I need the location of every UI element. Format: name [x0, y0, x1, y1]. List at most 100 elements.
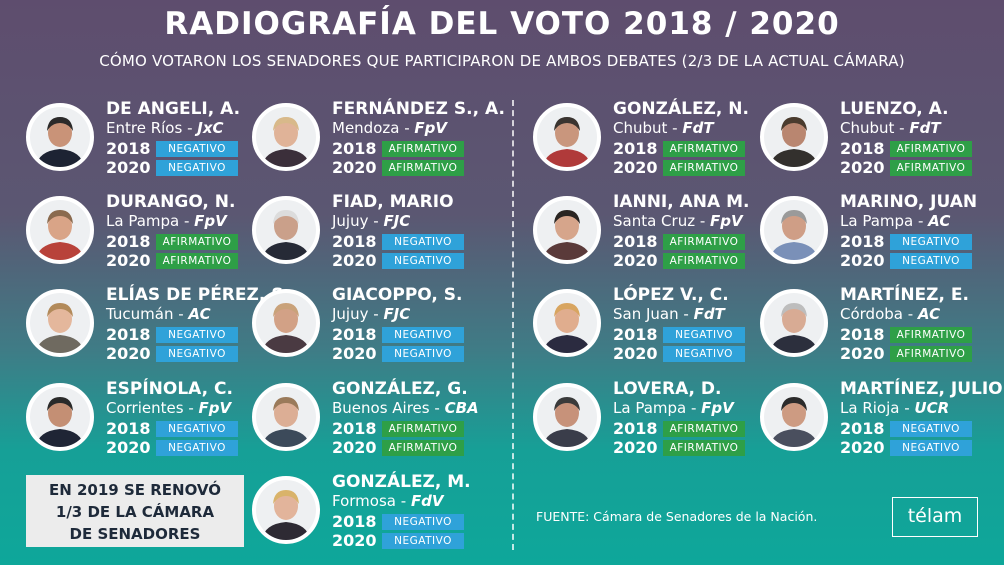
vote-badge: AFIRMATIVO	[663, 141, 745, 157]
senator-portrait-icon	[30, 387, 90, 447]
renewal-note-line: EN 2019 SE RENOVÓ	[48, 481, 222, 499]
vote-badge: AFIRMATIVO	[663, 234, 745, 250]
senator-affiliation: Mendoza - FpV	[332, 119, 447, 137]
senator-party: AC	[188, 305, 211, 323]
senator-affiliation: Tucumán - AC	[106, 305, 211, 323]
vote-badge: NEGATIVO	[890, 421, 972, 437]
vote-badge: NEGATIVO	[382, 253, 464, 269]
affiliation-separator: -	[179, 212, 195, 230]
senator-portrait-icon	[764, 107, 824, 167]
year-label: 2020	[613, 251, 658, 270]
vote-badge: NEGATIVO	[663, 327, 745, 343]
vote-badge: AFIRMATIVO	[382, 160, 464, 176]
year-label: 2018	[332, 139, 377, 158]
senator-party: FpV	[194, 212, 227, 230]
senator-name: DE ANGELI, A.	[106, 99, 241, 119]
senator-province: Tucumán	[106, 305, 174, 323]
vote-badge: NEGATIVO	[382, 533, 464, 549]
vote-badge: AFIRMATIVO	[382, 440, 464, 456]
senator-province: San Juan	[613, 305, 679, 323]
senator-affiliation: Formosa - FdV	[332, 492, 444, 510]
year-label: 2020	[613, 438, 658, 457]
vote-badge: NEGATIVO	[156, 346, 238, 362]
affiliation-separator: -	[395, 492, 411, 510]
senator-photo	[26, 289, 94, 357]
vote-badge: AFIRMATIVO	[890, 160, 972, 176]
senator-portrait-icon	[256, 293, 316, 353]
affiliation-separator: -	[399, 119, 415, 137]
senator-affiliation: Corrientes - FpV	[106, 399, 231, 417]
senator-portrait-icon	[764, 200, 824, 260]
year-label: 2018	[332, 512, 377, 531]
renewal-note-box: EN 2019 SE RENOVÓ 1/3 DE LA CÁMARA DE SE…	[26, 475, 244, 547]
senator-name: LUENZO, A.	[840, 99, 949, 119]
senator-party: FpV	[710, 212, 743, 230]
senator-province: Corrientes	[106, 399, 184, 417]
year-label: 2018	[840, 139, 885, 158]
senator-card: ESPÍNOLA, C. Corrientes - FpV 2018 NEGATIVO…	[26, 380, 251, 460]
year-label: 2018	[613, 419, 658, 438]
year-label: 2018	[613, 139, 658, 158]
senator-name: GONZÁLEZ, N.	[613, 99, 749, 119]
year-label: 2020	[840, 251, 885, 270]
vote-badge: NEGATIVO	[156, 421, 238, 437]
year-label: 2020	[840, 438, 885, 457]
senator-province: La Pampa	[106, 212, 180, 230]
year-label: 2020	[332, 251, 377, 270]
senator-affiliation: La Pampa - FpV	[106, 212, 227, 230]
senator-name: LÓPEZ V., C.	[613, 285, 729, 305]
vote-badge: NEGATIVO	[890, 234, 972, 250]
senator-province: Jujuy	[332, 305, 369, 323]
vote-badge: AFIRMATIVO	[663, 421, 745, 437]
senator-affiliation: San Juan - FdT	[613, 305, 725, 323]
senator-party: CBA	[444, 399, 479, 417]
senator-card: FERNÁNDEZ S., A. Mendoza - FpV 2018 AFIRMAT…	[252, 100, 505, 180]
renewal-note-line: DE SENADORES	[69, 525, 201, 543]
senator-card: GONZÁLEZ, N. Chubut - FdT 2018 AFIRMATIVO 20…	[533, 100, 758, 180]
vote-badge: NEGATIVO	[382, 234, 464, 250]
senator-party: FdV	[410, 492, 444, 510]
senator-name: IANNI, ANA M.	[613, 192, 750, 212]
year-label: 2018	[613, 232, 658, 251]
year-label: 2020	[106, 344, 151, 363]
affiliation-separator: -	[173, 305, 189, 323]
year-label: 2018	[613, 325, 658, 344]
senator-name: FERNÁNDEZ S., A.	[332, 99, 505, 119]
year-label: 2018	[106, 325, 151, 344]
telam-logo: télam	[892, 497, 978, 537]
senator-photo	[26, 103, 94, 171]
senator-name: FIAD, MARIO	[332, 192, 454, 212]
senator-province: La Pampa	[840, 212, 914, 230]
senator-name: ELÍAS DE PÉREZ, S.	[106, 285, 290, 305]
vote-badge: AFIRMATIVO	[890, 346, 972, 362]
senator-photo	[760, 103, 828, 171]
affiliation-separator: -	[429, 399, 445, 417]
senator-portrait-icon	[537, 387, 597, 447]
senator-card: LUENZO, A. Chubut - FdT 2018 AFIRMATIVO 2020…	[760, 100, 985, 180]
year-label: 2020	[332, 531, 377, 550]
senator-party: JxC	[197, 119, 224, 137]
senator-card: DURANGO, N. La Pampa - FpV 2018 AFIRMATIVO 2…	[26, 193, 251, 273]
senator-province: Santa Cruz	[613, 212, 696, 230]
year-label: 2018	[840, 419, 885, 438]
year-label: 2018	[106, 232, 151, 251]
senator-province: Córdoba	[840, 305, 903, 323]
source-credit: FUENTE: Cámara de Senadores de la Nación…	[536, 509, 818, 524]
senator-party: FJC	[383, 305, 411, 323]
affiliation-separator: -	[368, 305, 384, 323]
senator-party: FpV	[414, 119, 447, 137]
senator-photo	[252, 196, 320, 264]
year-label: 2018	[840, 232, 885, 251]
senator-photo	[533, 103, 601, 171]
senator-card: MARINO, JUAN La Pampa - AC 2018 NEGATIVO 202…	[760, 193, 985, 273]
senator-name: GIACOPPO, S.	[332, 285, 463, 305]
senator-affiliation: La Rioja - UCR	[840, 399, 949, 417]
senator-portrait-icon	[256, 200, 316, 260]
vote-badge: NEGATIVO	[890, 440, 972, 456]
senator-party: AC	[928, 212, 951, 230]
senator-photo	[26, 383, 94, 451]
senator-province: Chubut	[840, 119, 895, 137]
affiliation-separator: -	[686, 399, 702, 417]
year-label: 2018	[332, 419, 377, 438]
vote-badge: AFIRMATIVO	[156, 234, 238, 250]
